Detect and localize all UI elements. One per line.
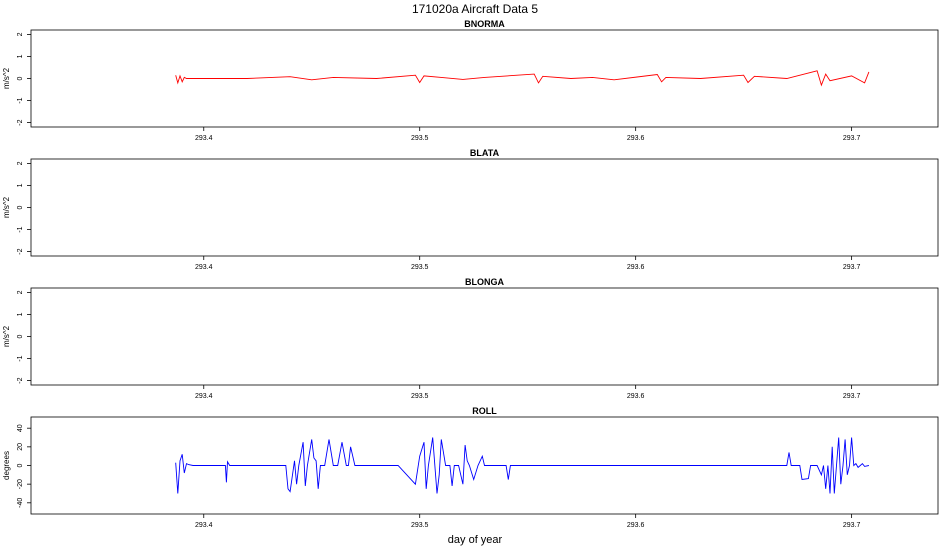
panel-title: BLATA <box>470 148 500 158</box>
y-tick-label: 0 <box>17 205 24 209</box>
y-tick-label: 0 <box>17 76 24 80</box>
y-tick-label: -1 <box>17 97 24 103</box>
panel-title: ROLL <box>472 406 497 416</box>
plot-frame <box>30 158 939 257</box>
x-tick-label: 293.5 <box>411 393 429 400</box>
y-tick-label: 1 <box>17 54 24 58</box>
x-tick-label: 293.6 <box>627 135 645 142</box>
x-axis-label: day of year <box>448 534 503 546</box>
y-tick-label: -1 <box>17 355 24 361</box>
x-tick-label: 293.4 <box>195 135 213 142</box>
x-tick-label: 293.6 <box>627 522 645 529</box>
x-tick-label: 293.6 <box>627 264 645 271</box>
x-tick-label: 293.4 <box>195 522 213 529</box>
plot-frame <box>30 287 939 386</box>
y-axis-label: m/s^2 <box>2 196 11 218</box>
plot-frame <box>30 29 939 128</box>
y-tick-label: -2 <box>17 119 24 125</box>
y-tick-label: 40 <box>17 424 24 432</box>
x-tick-label: 293.7 <box>843 393 861 400</box>
panel-title: BLONGA <box>465 277 504 287</box>
panel-roll: ROLL 293.4 293.5 293.6 293.7 -40 -20 0 20 40 degre… <box>2 406 939 529</box>
panel-blonga: BLONGA 293.4 293.5 293.6 293.7 -2 -1 0 1 2 m/s^2 <box>2 277 939 400</box>
y-tick-label: -20 <box>17 479 24 489</box>
y-tick-label: 1 <box>17 183 24 187</box>
y-tick-label: -40 <box>17 498 24 508</box>
x-tick-label: 293.7 <box>843 264 861 271</box>
y-tick-label: 0 <box>17 334 24 338</box>
y-tick-label: -2 <box>17 377 24 383</box>
panel-bnorma: BNORMA 293.4 293.5 293.6 293.7 -2 -1 0 1 2 m/s^2 <box>2 19 939 142</box>
y-axis-label: degrees <box>2 451 11 480</box>
y-tick-label: 2 <box>17 32 24 36</box>
x-tick-label: 293.4 <box>195 264 213 271</box>
panel-title: BNORMA <box>464 19 505 29</box>
series-line-roll <box>175 437 869 494</box>
x-tick-label: 293.5 <box>411 264 429 271</box>
x-tick-label: 293.5 <box>411 135 429 142</box>
x-tick-label: 293.7 <box>843 135 861 142</box>
x-tick-label: 293.5 <box>411 522 429 529</box>
series-line-bnorma <box>175 70 870 87</box>
x-tick-label: 293.6 <box>627 393 645 400</box>
y-tick-label: -2 <box>17 248 24 254</box>
figure-title: 171020a Aircraft Data 5 <box>412 2 538 16</box>
y-axis-label: m/s^2 <box>2 325 11 347</box>
y-tick-label: 20 <box>17 443 24 451</box>
y-axis-label: m/s^2 <box>2 67 11 89</box>
x-tick-label: 293.7 <box>843 522 861 529</box>
y-tick-label: 1 <box>17 312 24 316</box>
y-tick-label: 2 <box>17 161 24 165</box>
y-tick-label: 2 <box>17 290 24 294</box>
x-tick-label: 293.4 <box>195 393 213 400</box>
y-tick-label: -1 <box>17 226 24 232</box>
y-tick-label: 0 <box>17 463 24 467</box>
panel-blata: BLATA 293.4 293.5 293.6 293.7 -2 -1 0 1 2 m/s^2 <box>2 148 939 271</box>
